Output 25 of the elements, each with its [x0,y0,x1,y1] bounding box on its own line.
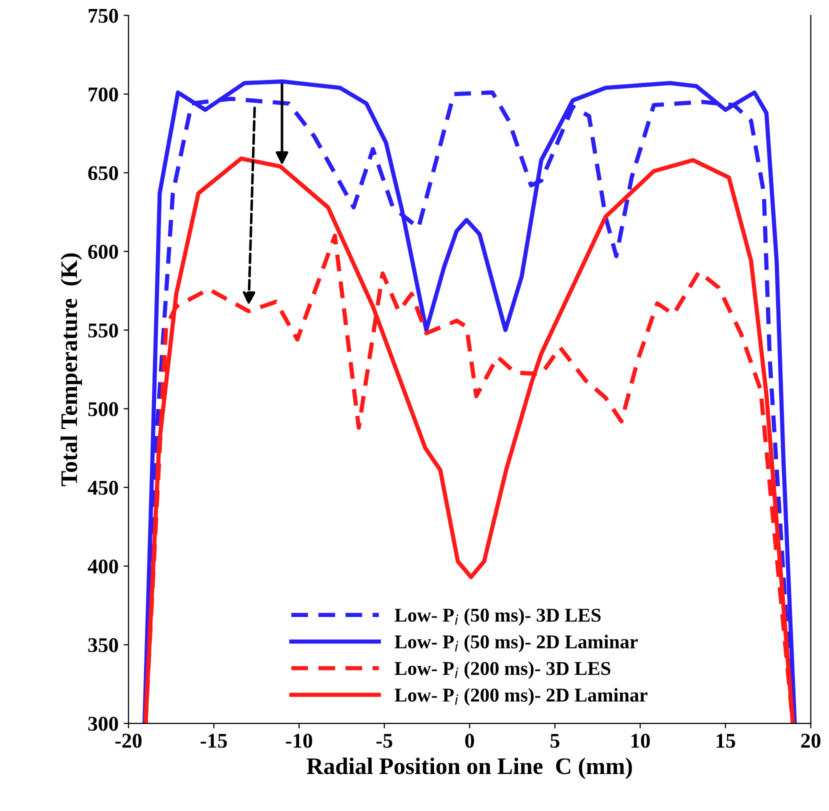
x-tick-label: 0 [465,734,474,748]
legend-label: Low- P$_{i}$ (50 ms)- 2D Laminar [394,634,638,652]
y-tick-label: 750 [88,8,118,23]
y-tick-label: 300 [88,716,118,731]
y-tick-label: 350 [88,638,118,652]
legend-label: Low- P$_{i}$ (200 ms)- 2D Laminar [394,688,648,706]
x-tick-label: -10 [286,734,312,748]
y-tick-label: 650 [88,166,118,180]
y-axis-title: Total Temperature (K) [60,253,82,486]
x-tick-label: 15 [716,734,736,748]
x-tick-label: -20 [115,734,142,748]
legend-label: Low- P$_{i}$ (200 ms)- 3D LES [394,661,610,680]
x-tick-label: -5 [376,734,392,748]
x-axis-title: Radial Position on Line C (mm) [306,758,632,779]
y-tick-label: 550 [88,323,118,338]
y-tick-label: 400 [88,559,118,574]
x-tick-label: -15 [200,734,227,748]
y-tick-label: 600 [88,244,118,259]
y-tick-label: 700 [88,87,118,102]
x-tick-label: 20 [801,734,820,748]
x-tick-label: 5 [550,734,560,748]
x-tick-label: 10 [631,734,650,748]
y-tick-label: 500 [88,402,118,416]
y-tick-label: 450 [88,480,118,495]
legend-label: Low- P$_{i}$ (50 ms)- 3D LES [394,608,601,626]
